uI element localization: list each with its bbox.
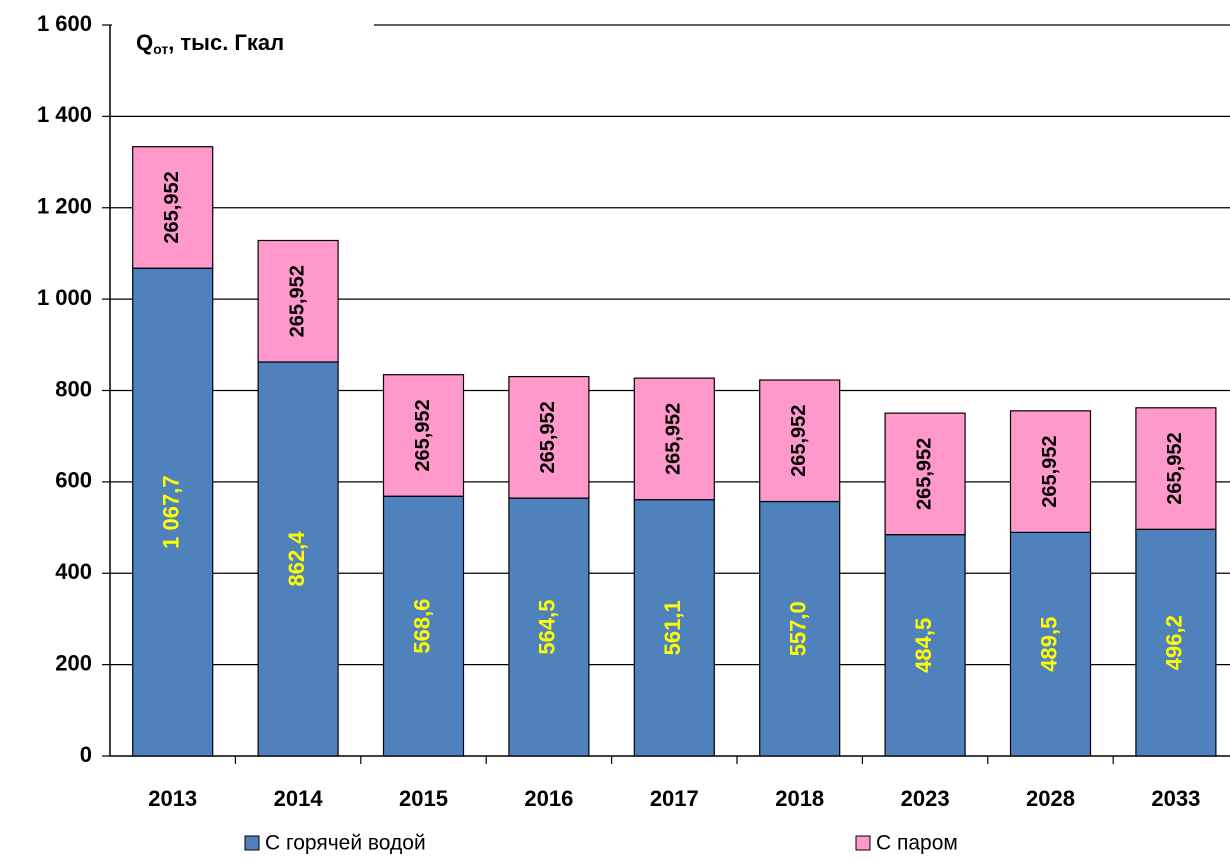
title-part: Q xyxy=(136,30,153,55)
x-tick-label: 2017 xyxy=(650,786,699,811)
data-label: 265,952 xyxy=(412,399,434,471)
y-tick-label: 0 xyxy=(80,742,92,767)
data-label: 265,952 xyxy=(286,265,308,337)
x-tick-label: 2014 xyxy=(274,786,324,811)
x-tick-label: 2016 xyxy=(524,786,573,811)
data-label: 489,5 xyxy=(1036,617,1061,672)
bar-segment xyxy=(382,374,465,497)
data-label: 564,5 xyxy=(535,600,560,655)
y-tick-label: 1 000 xyxy=(37,285,92,310)
y-tick-label: 200 xyxy=(55,650,92,675)
data-label: 568,6 xyxy=(409,599,434,654)
data-label: 265,952 xyxy=(663,403,685,475)
bar-segment xyxy=(1135,407,1217,530)
legend-swatch xyxy=(855,835,871,851)
title-part: от xyxy=(153,41,168,57)
data-label: 265,952 xyxy=(1039,435,1061,507)
data-label: 561,1 xyxy=(660,600,685,655)
x-tick-label: 2033 xyxy=(1151,786,1200,811)
bar-segment xyxy=(382,495,465,757)
data-label: 496,2 xyxy=(1162,615,1187,670)
y-tick-label: 1 400 xyxy=(37,102,92,127)
bar-segment xyxy=(633,499,715,757)
data-label: 265,952 xyxy=(1164,432,1186,504)
title-part: , тыс. Гкал xyxy=(168,30,284,55)
data-label: 265,952 xyxy=(537,401,559,473)
bar-segment xyxy=(508,375,590,499)
y-tick-label: 400 xyxy=(55,559,92,584)
title-background xyxy=(112,10,374,70)
data-label: 265,952 xyxy=(161,171,183,243)
legend-label: С паром xyxy=(876,832,958,855)
bar-segment xyxy=(759,379,841,503)
x-tick-label: 2018 xyxy=(775,786,824,811)
y-tick-label: 800 xyxy=(55,376,92,401)
bar-segment xyxy=(759,500,841,757)
data-label: 265,952 xyxy=(913,438,935,510)
bar-segment xyxy=(633,377,715,501)
bar-segment xyxy=(1009,531,1092,757)
bar-segment xyxy=(1009,410,1092,533)
data-label: 862,4 xyxy=(284,531,309,587)
legend-label: С горячей водой xyxy=(265,832,426,855)
bar-segment xyxy=(884,412,966,536)
bar-segment xyxy=(257,239,339,363)
bar-segment xyxy=(132,146,214,269)
x-tick-label: 2028 xyxy=(1026,786,1075,811)
x-tick-label: 2013 xyxy=(148,786,197,811)
data-label: 265,952 xyxy=(788,405,810,477)
x-tick-label: 2023 xyxy=(901,786,950,811)
legend-swatch xyxy=(244,835,260,851)
y-tick-label: 600 xyxy=(55,468,92,493)
y-tick-label: 1 600 xyxy=(37,11,92,36)
bar-segment xyxy=(132,267,214,757)
chart-title: Qот, тыс. Гкал xyxy=(136,30,284,57)
data-label: 557,0 xyxy=(786,601,811,656)
y-tick-label: 1 200 xyxy=(37,194,92,219)
bar-segment xyxy=(257,361,339,757)
data-label: 1 067,7 xyxy=(159,475,184,548)
bar-segment xyxy=(508,497,590,757)
x-tick-label: 2015 xyxy=(399,786,448,811)
bar-segment xyxy=(884,534,966,757)
data-label: 484,5 xyxy=(911,618,936,673)
